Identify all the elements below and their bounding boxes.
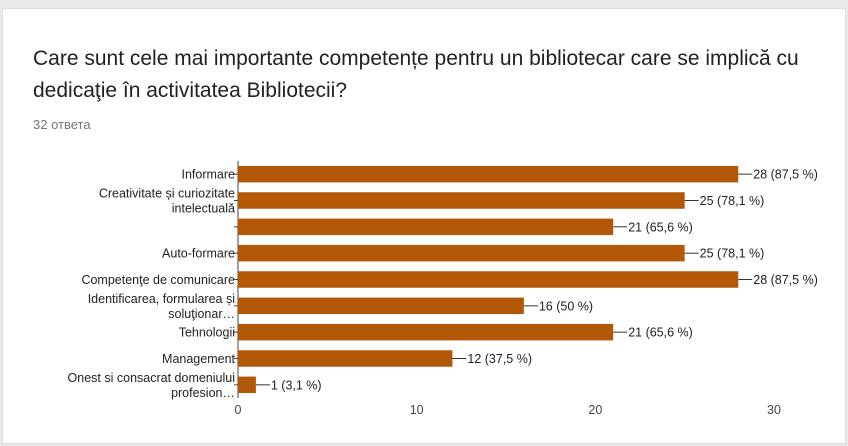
data-label: 12 (37,5 %) xyxy=(467,352,532,366)
category-label: Management xyxy=(162,352,235,366)
bar xyxy=(238,297,524,315)
bar xyxy=(238,376,256,394)
data-label: 1 (3,1 %) xyxy=(271,378,322,392)
data-label: 16 (50 %) xyxy=(539,299,593,313)
response-count: 32 ответа xyxy=(33,117,91,132)
category-label: profesion… xyxy=(171,386,235,400)
bar xyxy=(238,323,614,341)
bar xyxy=(238,244,685,262)
data-label: 21 (65,6 %) xyxy=(628,220,693,234)
data-label: 28 (87,5 %) xyxy=(753,168,818,182)
category-label: Competenţe de comunicare xyxy=(81,273,235,287)
bar xyxy=(238,350,453,367)
question-title: Care sunt cele mai importante competențe… xyxy=(33,47,799,102)
category-label: soluţionar… xyxy=(168,307,235,321)
category-label: Identificarea, formularea și xyxy=(88,292,235,306)
data-label: 28 (87,5 %) xyxy=(753,273,818,287)
bar xyxy=(238,165,739,183)
bar xyxy=(238,192,685,209)
bar xyxy=(238,218,614,236)
x-tick-label: 10 xyxy=(410,403,424,417)
category-label: Informare xyxy=(182,168,236,182)
data-label: 21 (65,6 %) xyxy=(628,326,693,340)
category-label: Creativitate și curiozitate xyxy=(99,187,235,201)
question-card: Care sunt cele mai importante competențe… xyxy=(2,8,846,444)
category-label: intelectuală xyxy=(172,202,235,216)
category-label: Onest si consacrat domeniului xyxy=(68,371,235,385)
x-tick-label: 20 xyxy=(588,403,602,417)
category-label: Tehnologii xyxy=(179,326,235,340)
data-label: 25 (78,1 %) xyxy=(700,247,765,261)
data-label: 25 (78,1 %) xyxy=(700,194,765,208)
bar xyxy=(238,271,739,288)
x-tick-label: 30 xyxy=(767,403,781,417)
category-label: Auto-formare xyxy=(162,247,235,261)
x-tick-label: 0 xyxy=(235,403,242,417)
